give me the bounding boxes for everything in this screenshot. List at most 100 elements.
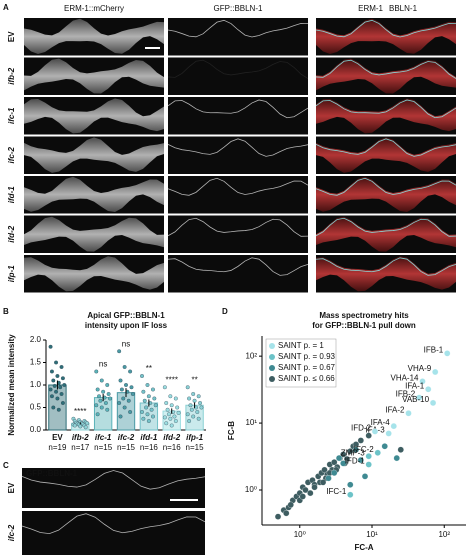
cell-red (316, 58, 456, 94)
cell-membrane (24, 58, 164, 94)
y-tick-label: 10² (245, 351, 257, 360)
point-label: VHA-9 (408, 364, 432, 373)
cell-red (316, 176, 456, 213)
data-point (331, 469, 338, 477)
data-point (105, 407, 110, 412)
data-point (59, 392, 64, 396)
data-point (347, 481, 354, 488)
data-point (144, 405, 149, 410)
data-point (153, 403, 158, 408)
data-point (101, 389, 106, 394)
data-point (196, 416, 201, 421)
data-point (321, 466, 328, 474)
data-point (352, 446, 360, 453)
data-point (347, 491, 354, 498)
legend-marker (269, 376, 275, 382)
data-point (283, 510, 290, 517)
data-point (51, 405, 56, 410)
y-tick-label: 2.0 (30, 335, 42, 344)
lumen-line (315, 177, 457, 196)
significance: ** (146, 364, 152, 373)
cell-membrane (24, 137, 164, 173)
x-tick-label: ifc-1 (95, 433, 112, 442)
data-point (319, 479, 327, 486)
data-point (302, 486, 309, 494)
data-point (335, 454, 343, 462)
point-label: IFB-2 (396, 390, 416, 399)
data-point (189, 407, 194, 412)
n-label: n=17 (71, 443, 90, 452)
data-point (365, 453, 372, 460)
data-point (173, 396, 178, 401)
data-point (340, 460, 347, 467)
cell-red (316, 137, 456, 173)
data-point (99, 405, 104, 410)
lumen-line (167, 177, 309, 196)
data-point (117, 349, 122, 354)
x-tick-label: ifp-1 (186, 433, 203, 442)
panel-letter: A (3, 3, 9, 12)
column-title: GFP::BBLN-1 (214, 4, 263, 13)
data-point (95, 412, 100, 417)
n-label: n=19 (48, 443, 67, 452)
data-point (199, 405, 204, 410)
data-point (130, 392, 135, 396)
lumen-line (167, 19, 309, 38)
micrograph (168, 97, 308, 135)
lumen-line (21, 470, 206, 490)
micrograph (168, 215, 308, 253)
y-tick-label: 0.0 (30, 425, 42, 434)
micrograph (22, 468, 205, 508)
data-point (287, 501, 294, 509)
data-point (425, 386, 432, 393)
data-point (185, 385, 190, 390)
x-axis-label: FC-A (354, 543, 373, 552)
data-point (121, 396, 126, 401)
data-point (187, 419, 192, 423)
data-point (95, 387, 100, 392)
data-point (129, 385, 134, 390)
chart-title: Apical GFP::BBLN-1 (87, 311, 165, 320)
cell-membrane (24, 216, 164, 252)
bar (139, 402, 159, 431)
data-point (124, 383, 128, 387)
data-point (176, 410, 181, 415)
data-point (187, 396, 192, 401)
data-point (169, 423, 174, 428)
lumen-line (167, 217, 309, 237)
data-point (385, 430, 392, 437)
data-point (48, 387, 53, 392)
data-point (97, 394, 101, 399)
data-point (94, 369, 99, 374)
data-point (168, 394, 173, 399)
chart-subtitle: for GFP::BBLN-1 pull down (312, 321, 416, 330)
significance: ** (191, 375, 197, 384)
data-point (106, 392, 111, 396)
chart-title: Mass spectrometry hits (319, 311, 409, 320)
data-point (164, 401, 169, 405)
y-tick-label: 10⁰ (245, 485, 257, 494)
data-point (103, 401, 108, 405)
data-point (128, 369, 133, 374)
lumen-line (315, 217, 457, 237)
data-point (325, 475, 332, 482)
row-label: ifb-2 (7, 67, 16, 84)
data-point (118, 378, 123, 383)
data-point (122, 405, 127, 410)
significance: **** (74, 407, 86, 416)
data-point (191, 414, 196, 419)
data-point (146, 394, 151, 399)
data-point (56, 407, 61, 412)
n-label: n=15 (117, 443, 136, 452)
x-tick-label: ifb-2 (72, 433, 89, 442)
image-label: GFP::BBLN-1 (26, 469, 78, 478)
data-point (52, 383, 57, 388)
legend-label: SAINT p. = 1 (278, 341, 324, 350)
lumen-line (315, 138, 457, 157)
data-point (274, 513, 282, 520)
data-point (365, 432, 372, 439)
data-point (307, 489, 314, 497)
lumen-line (167, 59, 309, 79)
data-point (99, 378, 104, 383)
